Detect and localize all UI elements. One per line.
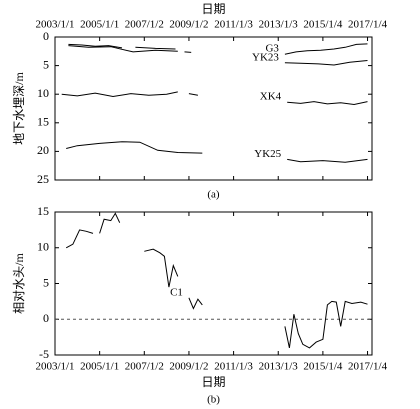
- x-tick-label: 2011/1/3: [214, 19, 253, 31]
- y-tick-label: 25: [37, 172, 49, 186]
- plot-frame: [54, 211, 373, 356]
- x-axis-title: 日期: [201, 2, 225, 16]
- series-line: [61, 91, 368, 106]
- plot-frame: [54, 36, 373, 181]
- series-line: [68, 45, 368, 66]
- caption: (a): [207, 189, 220, 201]
- y-tick-label: 0: [43, 29, 49, 43]
- series-line: [68, 43, 368, 55]
- y-axis-title: 相对水头/m: [12, 253, 26, 314]
- x-tick-label: 2013/1/3: [259, 361, 299, 373]
- caption: (b): [207, 394, 220, 406]
- series-label: G3: [265, 43, 279, 55]
- x-axis-title: 日期: [201, 375, 225, 389]
- series-line: [65, 212, 368, 349]
- x-tick-label: 2017/1/4: [348, 361, 388, 373]
- x-tick-label: 2003/1/1: [35, 19, 74, 31]
- x-tick-label: 2007/1/2: [125, 361, 164, 373]
- x-tick-label: 2005/1/1: [80, 361, 119, 373]
- x-tick-label: 2005/1/1: [80, 19, 119, 31]
- y-tick-label: 5: [43, 57, 49, 71]
- series-label: C1: [170, 286, 183, 298]
- x-tick-label: 2003/1/1: [35, 361, 74, 373]
- series-label: YK25: [254, 148, 281, 160]
- x-tick-label: 2007/1/2: [125, 19, 164, 31]
- y-tick-label: -5: [39, 347, 49, 361]
- x-tick-label: 2013/1/3: [259, 19, 299, 31]
- y-tick-label: 5: [43, 275, 49, 289]
- x-tick-label: 2009/1/2: [169, 361, 208, 373]
- x-tick-label: 2015/1/4: [303, 361, 343, 373]
- y-tick-label: 15: [37, 115, 49, 129]
- y-axis-title: 地下水埋深/m: [12, 72, 26, 145]
- series-line: [66, 141, 368, 163]
- x-tick-label: 2011/1/3: [214, 361, 253, 373]
- y-tick-label: 10: [37, 240, 49, 254]
- y-tick-label: 0: [43, 311, 49, 325]
- series-label: XK4: [260, 91, 282, 103]
- y-tick-label: 20: [37, 143, 49, 157]
- y-tick-label: 10: [37, 86, 49, 100]
- x-tick-label: 2017/1/4: [348, 19, 388, 31]
- x-tick-label: 2009/1/2: [169, 19, 208, 31]
- x-tick-label: 2015/1/4: [303, 19, 343, 31]
- y-tick-label: 15: [37, 204, 49, 218]
- series-label: YK23: [252, 51, 279, 63]
